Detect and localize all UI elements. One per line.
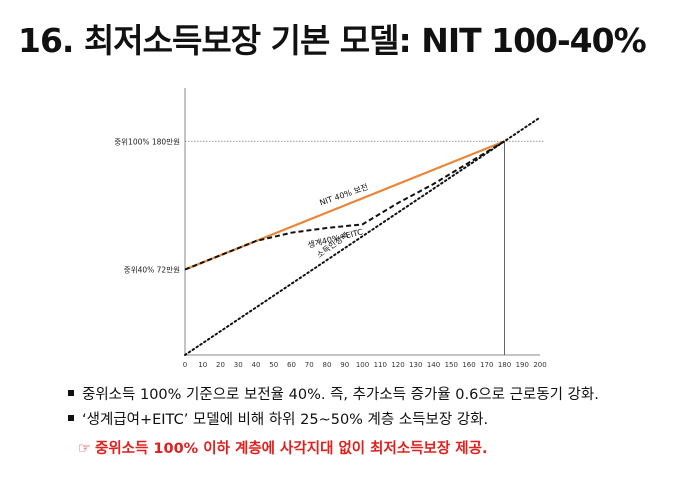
- x-tick-label: 70: [305, 361, 314, 369]
- chart-axes: [184, 88, 540, 356]
- reference-label: 중위40% 72만원: [124, 266, 180, 275]
- highlight-note: ☞ 중위소득 100% 이하 계층에 사각지대 없이 최저소득보장 제공.: [78, 437, 487, 458]
- x-tick-label: 30: [234, 361, 243, 369]
- bullet-text: ‘생계급여+EITC’ 모델에 비해 하위 25~50% 계층 소득보장 강화.: [82, 412, 489, 428]
- bullet-item: ‘생계급여+EITC’ 모델에 비해 하위 25~50% 계층 소득보장 강화.: [68, 408, 599, 433]
- x-tick-label: 170: [480, 361, 493, 369]
- x-tick-label: 0: [183, 361, 187, 369]
- series-line: [184, 140, 506, 271]
- x-tick-label: 160: [462, 361, 475, 369]
- page-title: 16. 최저소득보장 기본 모델: NIT 100-40%: [18, 21, 647, 60]
- x-tick-label: 20: [216, 361, 225, 369]
- reference-label: 중위100% 180만원: [114, 137, 180, 146]
- x-tick-label: 100: [356, 361, 369, 369]
- x-tick-label: 80: [323, 361, 332, 369]
- x-tick-label: 130: [409, 361, 422, 369]
- bullet-item: 중위소득 100% 기준으로 보전율 40%. 즉, 추가소득 증가율 0.6으…: [68, 383, 599, 408]
- series-lines: [184, 116, 541, 356]
- x-tick-label: 150: [445, 361, 458, 369]
- x-tick-label: 50: [269, 361, 278, 369]
- x-tick-label: 60: [287, 361, 296, 369]
- pointing-hand-icon: ☞: [78, 441, 91, 457]
- x-tick-labels: 0 10 20 30 40 50 60 70 80 90 100 110 120 130 140 150 160…: [183, 361, 547, 369]
- x-tick-label: 190: [516, 361, 529, 369]
- note-text: 중위소득 100% 이하 계층에 사각지대 없이 최저소득보장 제공.: [95, 441, 488, 457]
- bullet-list: 중위소득 100% 기준으로 보전율 40%. 즉, 추가소득 증가율 0.6으…: [68, 383, 599, 433]
- x-tick-label: 40: [252, 361, 261, 369]
- bullet-text: 중위소득 100% 기준으로 보전율 40%. 즉, 추가소득 증가율 0.6으…: [82, 387, 599, 403]
- x-tick-label: 110: [374, 361, 387, 369]
- bullet-square-icon: [68, 390, 74, 396]
- x-tick-label: 120: [391, 361, 404, 369]
- x-tick-label: 180: [498, 361, 511, 369]
- series-label: NIT 40% 보전: [318, 182, 369, 208]
- x-tick-label: 10: [198, 361, 207, 369]
- bullet-square-icon: [68, 415, 74, 421]
- x-tick-label: 200: [533, 361, 546, 369]
- series-line: [184, 116, 541, 356]
- x-tick-label: 140: [427, 361, 440, 369]
- x-tick-label: 90: [340, 361, 349, 369]
